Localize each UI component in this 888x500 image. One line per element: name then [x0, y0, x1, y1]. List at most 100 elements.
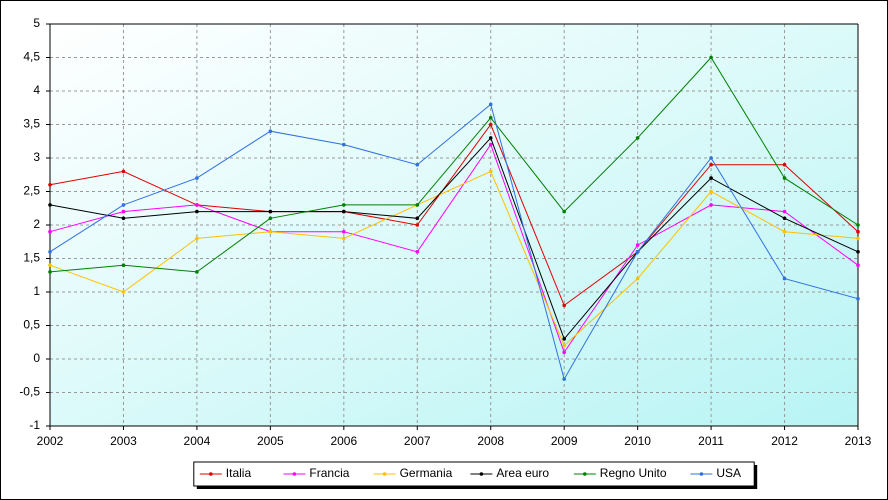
x-tick-label: 2003: [110, 434, 137, 448]
point: [782, 176, 787, 180]
point: [562, 337, 566, 341]
point: [48, 183, 52, 187]
legend-label: USA: [716, 466, 741, 480]
point: [488, 169, 493, 174]
point: [121, 290, 126, 294]
point: [415, 223, 420, 227]
point: [562, 343, 566, 348]
point: [342, 142, 346, 147]
point: [121, 263, 126, 268]
point: [268, 216, 273, 221]
point: [856, 296, 860, 301]
point: [48, 270, 52, 274]
point: [709, 162, 713, 167]
series-line: [49, 103, 859, 381]
point: [48, 229, 52, 234]
series-line: [49, 136, 859, 340]
legend-marker: [699, 472, 704, 476]
point: [709, 55, 713, 60]
point: [562, 209, 566, 214]
legend-marker: [583, 472, 587, 476]
x-tick-label: 2005: [257, 434, 284, 448]
point: [856, 250, 860, 254]
y-tick-label: 4: [33, 83, 40, 97]
point: [562, 377, 566, 381]
point: [48, 250, 52, 254]
y-tick-label: 1: [33, 284, 40, 298]
point: [268, 209, 273, 214]
point: [856, 236, 860, 241]
point: [488, 122, 493, 127]
x-tick-label: 2006: [330, 434, 357, 448]
point: [342, 209, 346, 214]
legend-label: Germania: [400, 466, 453, 480]
legend-marker: [292, 472, 297, 476]
x-tick-label: 2007: [404, 434, 431, 448]
point: [268, 229, 273, 234]
point: [782, 209, 787, 214]
point: [782, 162, 787, 167]
point: [488, 116, 493, 120]
point: [121, 169, 126, 174]
point: [121, 209, 126, 214]
legend-marker: [382, 472, 387, 476]
point: [195, 203, 199, 207]
point: [195, 270, 199, 274]
y-tick-label: 1,5: [23, 251, 40, 265]
point: [635, 136, 640, 140]
x-tick-label: 2012: [771, 434, 798, 448]
y-tick-label: 0,5: [23, 318, 40, 332]
point: [709, 156, 713, 160]
point: [856, 223, 860, 227]
point: [562, 303, 566, 308]
point: [635, 243, 640, 247]
x-tick-label: 2002: [37, 434, 64, 448]
point: [48, 203, 52, 207]
y-tick-label: 3,5: [23, 117, 40, 131]
point: [635, 276, 640, 281]
series-line: [49, 170, 859, 347]
point: [415, 250, 420, 254]
y-tick-label: 4,5: [23, 50, 40, 64]
point: [488, 142, 493, 147]
series-line: [49, 56, 859, 273]
x-tick-label: 2010: [624, 434, 651, 448]
point: [709, 189, 713, 194]
point: [709, 176, 713, 180]
point: [709, 203, 713, 207]
point: [782, 216, 787, 221]
point: [195, 176, 199, 180]
y-tick-label: 0: [33, 351, 40, 365]
series-line: [49, 123, 859, 307]
point: [635, 250, 640, 254]
point: [488, 102, 493, 107]
series-line: [49, 143, 859, 354]
point: [342, 203, 346, 207]
point: [488, 136, 493, 140]
x-tick-label: 2004: [184, 434, 211, 448]
point: [856, 229, 860, 234]
y-tick-label: -0,5: [19, 385, 40, 399]
x-tick-label: 2009: [551, 434, 578, 448]
y-tick-label: 2: [33, 217, 40, 231]
y-tick-label: 5: [33, 16, 40, 30]
y-tick-label: 3: [33, 150, 40, 164]
point: [195, 209, 199, 214]
point: [121, 203, 126, 207]
legend-marker: [209, 472, 213, 476]
point: [415, 162, 420, 167]
point: [268, 129, 273, 133]
point: [856, 263, 860, 268]
legend-marker: [479, 472, 484, 476]
point: [782, 229, 787, 234]
legend-label: Regno Unito: [600, 466, 667, 480]
point: [562, 350, 566, 355]
legend-label: Francia: [309, 466, 349, 480]
legend-label: Italia: [226, 466, 252, 480]
point: [121, 216, 126, 221]
x-tick-label: 2011: [698, 434, 724, 448]
point: [195, 236, 199, 241]
point: [342, 236, 346, 241]
point: [342, 229, 346, 234]
